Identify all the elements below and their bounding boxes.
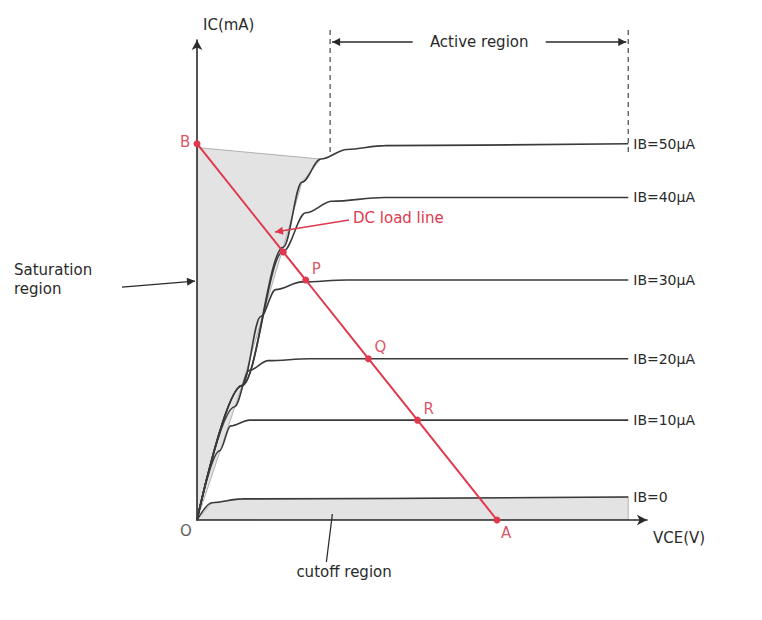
svg-text:IB=0: IB=0 (633, 489, 667, 505)
svg-text:region: region (14, 280, 61, 298)
svg-text:VCE(V): VCE(V) (653, 529, 705, 547)
svg-text:IB=50μA: IB=50μA (633, 136, 695, 152)
svg-text:R: R (424, 400, 434, 418)
svg-text:Q: Q (374, 338, 386, 356)
svg-text:IB=40μA: IB=40μA (633, 189, 695, 205)
svg-text:IB=20μA: IB=20μA (633, 351, 695, 367)
svg-text:IB=10μA: IB=10μA (633, 412, 695, 428)
svg-text:B: B (180, 133, 190, 151)
svg-text:IB=30μA: IB=30μA (633, 272, 695, 288)
svg-text:O: O (180, 522, 192, 540)
svg-text:Saturation: Saturation (14, 261, 97, 279)
svg-text:DC load line: DC load line (353, 209, 444, 227)
svg-text:A: A (501, 524, 512, 542)
svg-text:IC(mA): IC(mA) (203, 16, 254, 34)
svg-text:cutoff region: cutoff region (296, 563, 391, 581)
svg-text:P: P (312, 260, 321, 278)
svg-text:Active region: Active region (430, 33, 529, 51)
